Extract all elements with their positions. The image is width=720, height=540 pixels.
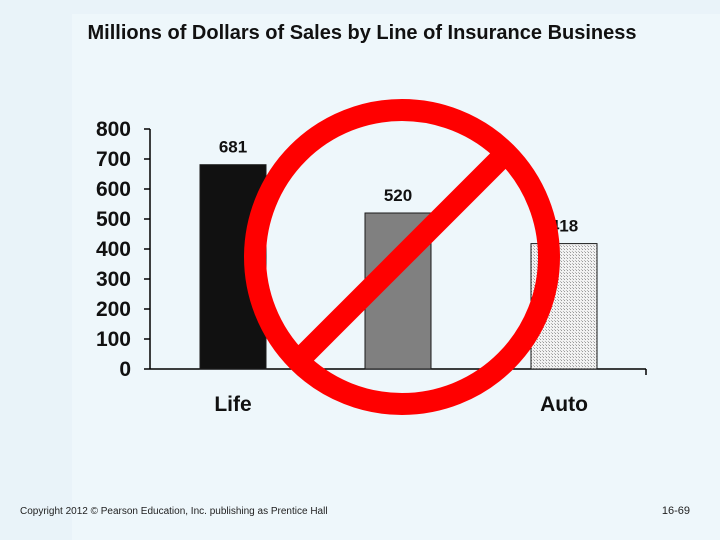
prohibition-slash (290, 145, 514, 369)
copyright-notice: Copyright 2012 © Pearson Education, Inc.… (20, 506, 328, 517)
y-tick-label: 300 (96, 268, 131, 291)
y-tick-label: 600 (96, 178, 131, 201)
y-tick-label: 0 (119, 358, 131, 381)
y-tick-label: 100 (96, 328, 131, 351)
y-tick-label: 500 (96, 208, 131, 231)
y-tick-label: 800 (96, 118, 131, 141)
category-label: Life (214, 393, 251, 416)
chart-title: Millions of Dollars of Sales by Line of … (87, 22, 637, 44)
category-label: Auto (540, 393, 588, 416)
bar-value-label: 520 (384, 186, 412, 205)
prohibition-ring (244, 99, 560, 415)
y-tick-label: 200 (96, 298, 131, 321)
y-tick-label: 400 (96, 238, 131, 261)
prohibition-sign-icon (244, 99, 560, 415)
bar-value-label: 681 (219, 138, 247, 157)
slide-number: 16-69 (661, 505, 690, 517)
y-tick-label: 700 (96, 148, 131, 171)
